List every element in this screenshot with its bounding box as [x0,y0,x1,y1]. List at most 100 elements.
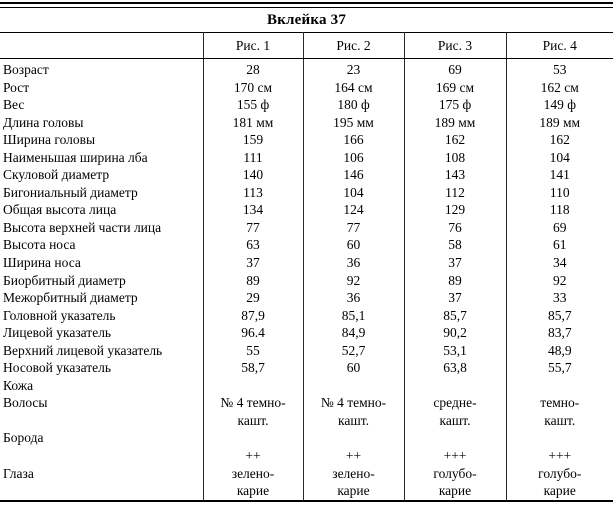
value-cell-fig1: 28 [202,58,303,79]
value-cell-fig3: 169 см [403,78,506,97]
table-row: Волосы № 4 темно- кашт. № 4 темно- кашт.… [0,394,613,430]
row-label: Лицевой указатель [3,325,112,341]
value-cell-fig1: 159 [202,131,303,149]
row-label-header [0,32,203,59]
table-row: Кожа [0,376,613,395]
table-row: Рост 170 см 164 см 169 см 162 см [0,78,613,97]
value-cell-fig1: № 4 темно- кашт. [202,394,303,430]
value-cell-fig2: 124 [302,201,404,219]
value-cell-fig4: 141 [505,166,613,184]
value-cell-fig2: 60 [302,359,404,377]
value-cell-fig2: 106 [302,148,404,167]
value-cell-fig1: 134 [202,201,303,219]
row-label: Скуловой диаметр [3,167,110,183]
table-row: Общая высота лица 134 124 129 118 [0,201,613,219]
value-cell-fig2: 85,1 [302,306,404,325]
value-cell-fig1: 155 ф [202,96,303,114]
value-cell-fig3: 129 [403,201,506,219]
value-cell-fig2: 166 [302,131,404,149]
value-cell-fig1: 111 [202,148,303,167]
value-cell-fig3: 58 [403,236,506,255]
table-row: Бигониальный диаметр 113 104 112 110 [0,183,613,202]
table-row: Длина головы 181 мм 195 мм 189 мм 189 мм [0,113,613,132]
table-header-row: Рис. 1 Рис. 2 Рис. 3 Рис. 4 [0,32,613,59]
value-cell-fig2 [302,376,404,395]
row-label: Длина головы [3,114,84,130]
value-cell-fig2: № 4 темно- кашт. [302,394,404,430]
value-cell-fig2: 195 мм [302,113,404,132]
value-cell-fig4: 189 мм [505,113,613,132]
value-cell-fig2: 92 [302,271,404,290]
value-cell-fig2: 180 ф [302,96,404,114]
value-cell-fig3: 89 [403,271,506,290]
value-cell-fig4: 48,9 [505,341,613,360]
value-cell-fig3: 63,8 [403,359,506,377]
value-cell-fig4: 55,7 [505,359,613,377]
value-cell-fig3 [403,429,506,448]
value-cell-fig1: 55 [202,341,303,360]
value-cell-fig4: 162 [505,131,613,149]
value-cell-fig4: 69 [505,218,613,237]
value-cell-fig4: 162 см [505,78,613,97]
table-row: Биорбитный диаметр 89 92 89 92 [0,271,613,290]
value-cell-fig2: 77 [302,218,404,237]
value-cell-fig2: 146 [302,166,404,184]
table-row: Межорбитный диаметр 29 36 37 33 [0,289,613,307]
value-cell-fig1: зелено- карие [202,464,303,501]
value-cell-fig3: средне- кашт. [403,394,506,430]
value-cell-fig3: 162 [403,131,506,149]
value-cell-fig4: 149 ф [505,96,613,114]
value-cell-fig3: 175 ф [403,96,506,114]
table-row: Скуловой диаметр 140 146 143 141 [0,166,613,184]
row-label: Наименьшая ширина лба [3,149,148,165]
anthropometric-table: Рис. 1 Рис. 2 Рис. 3 Рис. 4 Возраст 28 2… [0,32,613,502]
value-cell-fig1: 29 [202,289,303,307]
value-cell-fig2: 36 [302,289,404,307]
value-cell-fig1: 87,9 [202,306,303,325]
table-row: Глаза зелено- карие зелено- карие голубо… [0,464,613,501]
value-cell-fig2: 23 [302,58,404,79]
value-cell-fig1 [202,376,303,395]
row-label: Головной указатель [3,307,116,323]
value-cell-fig4: 61 [505,236,613,255]
value-cell-fig2: 84,9 [302,324,404,342]
value-cell-fig1: 89 [202,271,303,290]
row-label: Бигониальный диаметр [3,184,138,200]
row-label: Верхний лицевой указатель [3,342,163,358]
value-cell-fig4: темно- кашт. [505,394,613,430]
row-label: Ширина головы [3,132,96,148]
row-label: Глаза [3,465,34,481]
value-cell-fig3: 189 мм [403,113,506,132]
value-cell-fig3: 37 [403,254,506,272]
table-row: Верхний лицевой указатель 55 52,7 53,1 4… [0,341,613,360]
value-cell-fig2: 164 см [302,78,404,97]
value-cell-fig4: 83,7 [505,324,613,342]
value-cell-fig4: 118 [505,201,613,219]
value-cell-fig4 [505,376,613,395]
value-cell-fig4: голубо- карие [505,464,613,501]
value-cell-fig2: 52,7 [302,341,404,360]
value-cell-fig4: +++ [505,447,613,465]
value-cell-fig3: 69 [403,58,506,79]
table-row: Борода [0,429,613,448]
column-header-fig3: Рис. 3 [403,32,506,59]
row-label: Волосы [3,395,48,411]
value-cell-fig4: 53 [505,58,613,79]
row-label: Высота носа [3,237,76,253]
value-cell-fig1: 63 [202,236,303,255]
value-cell-fig4 [505,429,613,448]
row-label: Биорбитный диаметр [3,272,126,288]
row-label [0,447,203,465]
value-cell-fig4: 104 [505,148,613,167]
value-cell-fig1 [202,429,303,448]
table-row: Высота носа 63 60 58 61 [0,236,613,255]
row-label: Межорбитный диаметр [3,290,138,306]
value-cell-fig2: 60 [302,236,404,255]
row-label: Высота верхней части лица [3,219,162,235]
row-label: Рост [3,79,30,95]
table-row: Лицевой указатель 96.4 84,9 90,2 83,7 [0,324,613,342]
value-cell-fig4: 34 [505,254,613,272]
value-cell-fig3: 90,2 [403,324,506,342]
column-header-fig4: Рис. 4 [505,32,613,59]
table-row: Головной указатель 87,9 85,1 85,7 85,7 [0,306,613,325]
